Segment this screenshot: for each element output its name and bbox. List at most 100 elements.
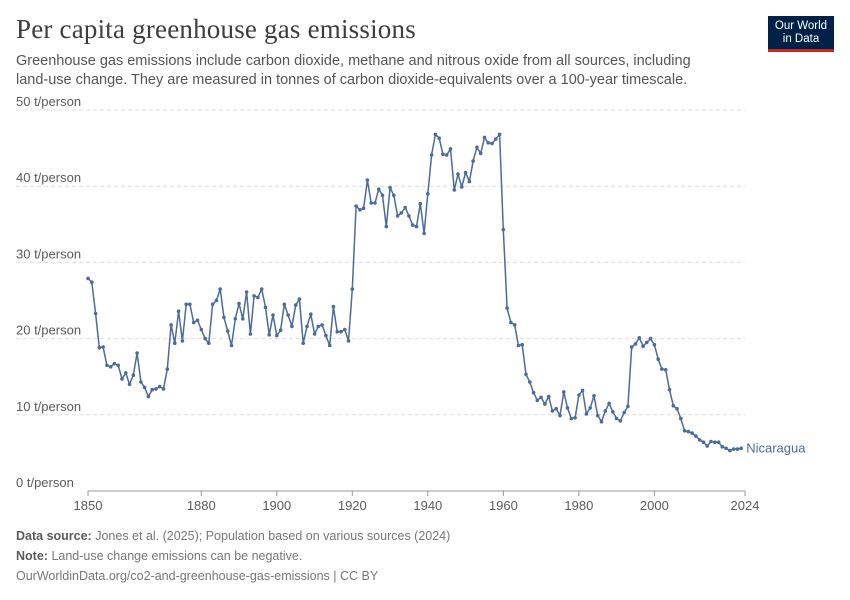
data-point	[286, 313, 290, 317]
data-point	[241, 317, 245, 321]
data-point	[554, 406, 558, 411]
data-point	[105, 363, 109, 368]
data-point	[176, 309, 181, 314]
data-point	[448, 147, 453, 151]
data-point	[305, 324, 309, 329]
data-point	[505, 306, 509, 310]
data-point	[376, 187, 381, 191]
data-point	[429, 153, 434, 157]
data-point	[108, 365, 113, 369]
y-tick-label: 50 t/person	[16, 94, 81, 109]
data-point	[93, 311, 98, 316]
data-source-text: Jones et al. (2025); Population based on…	[95, 529, 451, 543]
x-tick-label: 1900	[262, 498, 291, 513]
data-point	[395, 214, 400, 218]
chart-subtitle: Greenhouse gas emissions include carbon …	[16, 53, 691, 88]
data-point	[663, 368, 668, 372]
data-point	[248, 332, 253, 336]
data-point	[146, 394, 151, 399]
data-point	[558, 413, 562, 418]
data-point	[275, 333, 279, 338]
data-point	[180, 339, 185, 343]
data-point	[656, 357, 660, 362]
data-point	[626, 404, 630, 409]
data-point	[562, 390, 566, 394]
data-point	[135, 351, 139, 355]
data-point	[339, 329, 343, 334]
data-point	[343, 327, 347, 332]
data-point	[460, 185, 464, 189]
data-point	[139, 380, 143, 384]
data-point	[150, 387, 154, 392]
data-point	[539, 395, 543, 400]
data-point	[271, 313, 275, 317]
data-point	[607, 401, 611, 406]
data-point	[358, 208, 362, 212]
data-point	[392, 193, 396, 198]
data-point	[346, 339, 351, 343]
data-point	[686, 429, 691, 434]
data-point	[531, 390, 536, 395]
data-point	[633, 342, 638, 346]
data-point	[637, 336, 642, 340]
data-point	[237, 301, 241, 306]
x-tick-label: 2000	[640, 498, 669, 513]
data-point	[112, 361, 117, 366]
data-point	[380, 193, 385, 198]
data-point	[720, 445, 725, 449]
data-point	[191, 320, 196, 325]
data-point	[739, 446, 743, 451]
data-point	[478, 151, 483, 156]
data-point	[410, 223, 415, 227]
data-point	[641, 344, 645, 349]
data-point	[490, 141, 494, 146]
data-point	[675, 406, 679, 411]
data-point	[173, 341, 177, 346]
data-point	[282, 302, 287, 307]
data-point	[369, 201, 374, 205]
data-point	[422, 231, 426, 236]
y-tick-label: 30 t/person	[16, 246, 81, 261]
data-point	[165, 367, 170, 371]
data-point	[316, 324, 321, 329]
data-point	[101, 345, 105, 349]
data-point	[365, 178, 370, 182]
data-point	[214, 298, 219, 303]
owid-logo[interactable]: Our World in Data	[768, 16, 834, 52]
data-point	[384, 224, 389, 229]
data-point	[312, 332, 317, 336]
data-point	[222, 315, 226, 320]
data-point	[584, 412, 589, 416]
data-point	[184, 302, 188, 307]
data-point	[373, 201, 377, 205]
data-point	[713, 440, 717, 445]
data-point	[595, 413, 600, 418]
data-point	[528, 380, 532, 384]
x-tick-label: 1940	[413, 498, 442, 513]
data-point	[426, 192, 430, 196]
data-point	[161, 387, 166, 391]
source-url[interactable]: OurWorldinData.org/co2-and-greenhouse-ga…	[16, 569, 379, 583]
data-point	[599, 419, 604, 424]
data-point	[652, 342, 657, 347]
data-point	[716, 440, 721, 445]
data-point	[188, 302, 192, 307]
data-point	[577, 393, 581, 397]
data-point	[199, 327, 204, 332]
data-point	[403, 205, 408, 210]
data-point	[414, 224, 419, 229]
series-line	[87, 133, 742, 452]
data-point	[229, 343, 234, 348]
chart-note: Note: Land-use change emissions can be n…	[16, 549, 302, 563]
data-point	[86, 276, 90, 281]
data-point	[471, 159, 475, 163]
series-label: Nicaragua	[746, 440, 806, 455]
data-point	[516, 343, 521, 348]
data-point	[482, 135, 487, 140]
data-point	[127, 382, 132, 387]
data-point	[407, 214, 411, 218]
y-tick-label: 10 t/person	[16, 399, 81, 414]
data-point	[705, 444, 709, 448]
data-point	[210, 302, 215, 307]
data-point	[437, 136, 442, 140]
